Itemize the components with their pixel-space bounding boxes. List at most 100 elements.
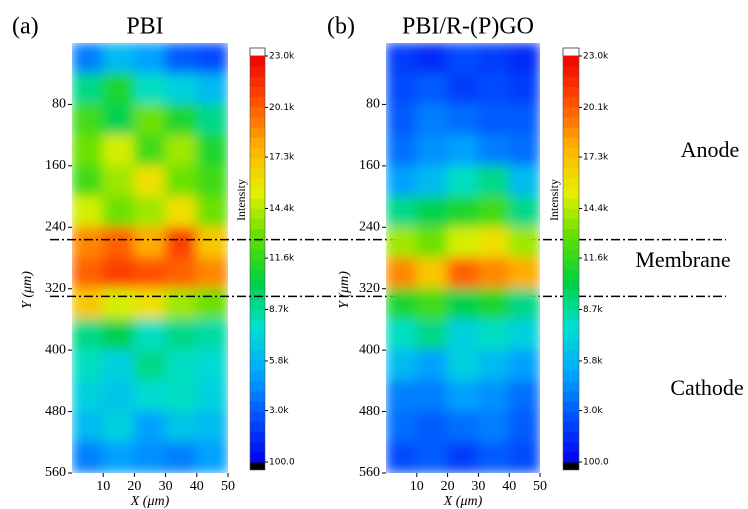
colorbar-step [563,177,579,189]
heatmap [386,43,540,473]
heatmap-cell [447,165,479,198]
colorbar-step [250,451,265,463]
colorbar-step [250,86,265,98]
heatmap-cell [447,288,479,320]
heatmap-cell [165,103,198,136]
x-tick-label: 20 [127,479,141,494]
heatmap-cell [72,226,104,259]
colorbar-tick-label: 14.4k [269,204,295,214]
heatmap-cell [477,226,510,259]
x-tick-label: 50 [533,479,547,494]
y-tick-label: 400 [359,342,380,357]
colorbar-bottom [563,462,579,470]
y-tick-label: 160 [359,158,380,173]
x-tick-label: 50 [221,479,235,494]
heatmap-cell [196,441,228,473]
heatmap-cell [165,318,198,351]
colorbar-step [250,238,265,250]
colorbar-tick-label: 5.8k [269,356,289,366]
x-axis-label: X (μm) [443,494,483,509]
heatmap-cell [508,257,540,290]
colorbar-frame [249,47,266,471]
heatmap-cell [133,226,167,259]
colorbar-step [250,380,265,392]
heatmap-cell [477,165,510,198]
heatmap-cell [447,43,479,75]
heatmap-cell [196,318,228,351]
heatmap-cell [447,380,479,413]
colorbar-tick-label: 3.0k [269,406,289,416]
heatmap-cell [72,103,104,136]
region-label: Anode [681,137,740,162]
colorbar-step [250,319,265,331]
heatmap-cell [416,380,449,413]
colorbar-step [563,451,579,463]
colorbar-step [563,431,579,443]
heatmap [72,43,228,473]
heatmap-cell [102,380,135,413]
heatmap-cell [196,349,228,382]
colorbar-step [563,269,579,280]
colorbar-step [563,340,579,351]
heatmap-cell [508,196,540,228]
heatmap-cell [72,318,104,351]
colorbar-step [250,137,265,148]
colorbar-step [563,208,579,219]
colorbar-step [250,309,265,321]
colorbar-tick-label: 20.1k [583,103,609,113]
heatmap-cell [386,43,418,75]
y-tick-label: 240 [359,220,380,235]
heatmap-cell [477,411,510,443]
heatmap-cell [416,103,449,136]
heatmap-cell [133,165,167,198]
heatmap-cell [477,134,510,167]
colorbar-step [563,96,579,108]
heatmap-cell [447,196,479,228]
colorbar-step [563,370,579,382]
heatmap-cell [508,134,540,167]
heatmap-cell [477,349,510,382]
heatmap-cell [165,134,198,167]
colorbar-frame [562,47,580,471]
heatmap-cell [102,411,135,443]
panel-title: PBI [126,14,163,40]
heatmap-cell [165,441,198,473]
y-tick-label: 320 [359,281,380,296]
heatmap-cell [386,411,418,443]
heatmap-cell [72,196,104,228]
colorbar-step [563,390,579,402]
heatmap-cell [72,43,104,75]
colorbar-step [563,299,579,311]
heatmap-cell [447,103,479,136]
heatmap-cell [196,226,228,259]
colorbar-tick-label: 20.1k [269,103,295,113]
colorbar-step [563,330,579,341]
heatmap-cell [196,165,228,198]
y-axis-label: Y (μm) [20,271,35,309]
heatmap-cell [416,226,449,259]
heatmap-cell [477,441,510,473]
heatmap-cell [165,380,198,413]
colorbar-step [250,228,265,240]
heatmap-cell [133,349,167,382]
heatmap-cell [416,288,449,320]
colorbar-step [250,127,265,138]
heatmap-cell [165,257,198,290]
heatmap-cell [386,73,418,105]
colorbar-step [563,238,579,250]
heatmap-cell [196,43,228,75]
colorbar-tick-label: 11.6k [269,254,295,264]
panel-label: (b) [327,14,355,40]
x-axis-label: X (μm) [130,494,170,509]
colorbar-step [250,96,265,108]
y-axis-label: Y (μm) [337,271,352,309]
colorbar-step [250,147,265,158]
colorbar-step [563,56,579,67]
colorbar-tick-label: 5.8k [583,356,603,366]
heatmap-cell [133,441,167,473]
colorbar-step [250,66,265,77]
y-tick-label: 400 [45,342,66,357]
colorbar-step [250,431,265,443]
heatmap-cell [165,288,198,320]
